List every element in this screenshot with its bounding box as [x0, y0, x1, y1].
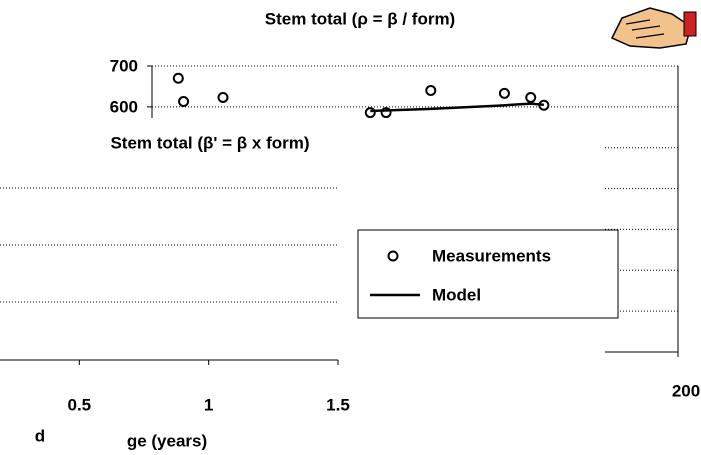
cuff [683, 11, 697, 37]
front-window: Stem total (β' = β x form) d ge (years) … [0, 118, 619, 455]
measurement-point [498, 87, 510, 99]
measurement-point [217, 91, 229, 103]
legend-label: Measurements [432, 246, 551, 265]
x-axis-title: ge (years) [127, 431, 207, 450]
measurement-point [425, 85, 437, 97]
legend-box [357, 229, 619, 319]
hand [610, 7, 691, 49]
model-line [370, 102, 544, 113]
annotation: d [35, 426, 45, 445]
x-tick-label: 0.5 [68, 395, 92, 414]
hand-icon [610, 7, 697, 49]
measurement-point [364, 107, 376, 119]
legend-label: Model [432, 285, 481, 304]
measurement-point [525, 91, 537, 103]
hand-fingers [625, 19, 665, 39]
y-tick-label: 600 [110, 97, 138, 116]
x-tick-label: 1 [204, 395, 213, 414]
legend-swatch [387, 250, 399, 262]
x-tick-label: 200 [672, 381, 700, 400]
chart-title: Stem total (β' = β x form) [110, 133, 309, 152]
y-tick-label: 700 [110, 56, 138, 75]
measurement-point [172, 72, 184, 84]
chart-title: Stem total (ρ = β / form) [265, 9, 455, 28]
measurement-point [178, 96, 190, 108]
x-tick-label: 1.5 [326, 395, 350, 414]
